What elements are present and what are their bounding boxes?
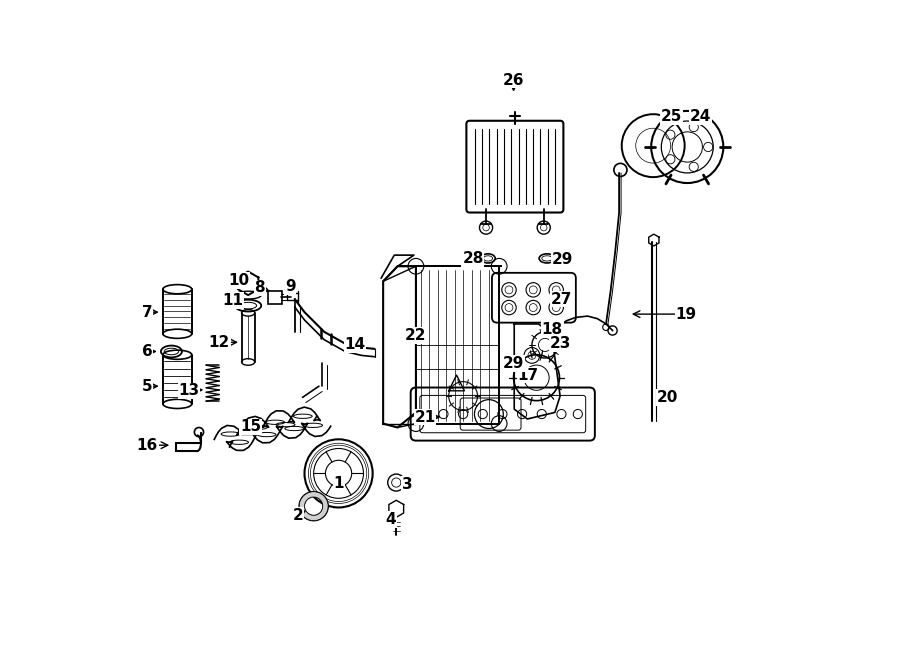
Text: 14: 14	[345, 336, 365, 352]
Text: 25: 25	[661, 109, 682, 124]
Text: 18: 18	[542, 322, 562, 336]
Text: 3: 3	[402, 477, 413, 492]
Text: 29: 29	[552, 253, 573, 267]
Text: 29: 29	[503, 356, 525, 371]
Wedge shape	[299, 492, 328, 521]
Text: 13: 13	[178, 383, 200, 399]
Text: 20: 20	[657, 390, 679, 405]
Text: 7: 7	[142, 305, 152, 320]
Text: 2: 2	[292, 508, 303, 523]
Text: 9: 9	[284, 279, 295, 294]
Text: 24: 24	[689, 109, 711, 124]
Text: 16: 16	[137, 438, 157, 453]
Text: 12: 12	[209, 335, 230, 350]
Text: 11: 11	[222, 293, 243, 308]
Text: 22: 22	[404, 329, 426, 343]
Text: 28: 28	[463, 251, 483, 266]
Text: 15: 15	[240, 419, 261, 434]
Text: 6: 6	[142, 344, 153, 359]
Text: 19: 19	[675, 307, 697, 322]
Text: 8: 8	[255, 280, 266, 295]
Text: 5: 5	[142, 379, 152, 394]
Text: 1: 1	[333, 476, 344, 490]
Text: 10: 10	[229, 273, 249, 288]
Text: 4: 4	[386, 512, 396, 527]
Text: 26: 26	[503, 73, 525, 88]
Text: 27: 27	[551, 292, 572, 307]
Text: 21: 21	[415, 410, 436, 424]
Text: 23: 23	[549, 336, 571, 351]
Text: 17: 17	[518, 368, 538, 383]
